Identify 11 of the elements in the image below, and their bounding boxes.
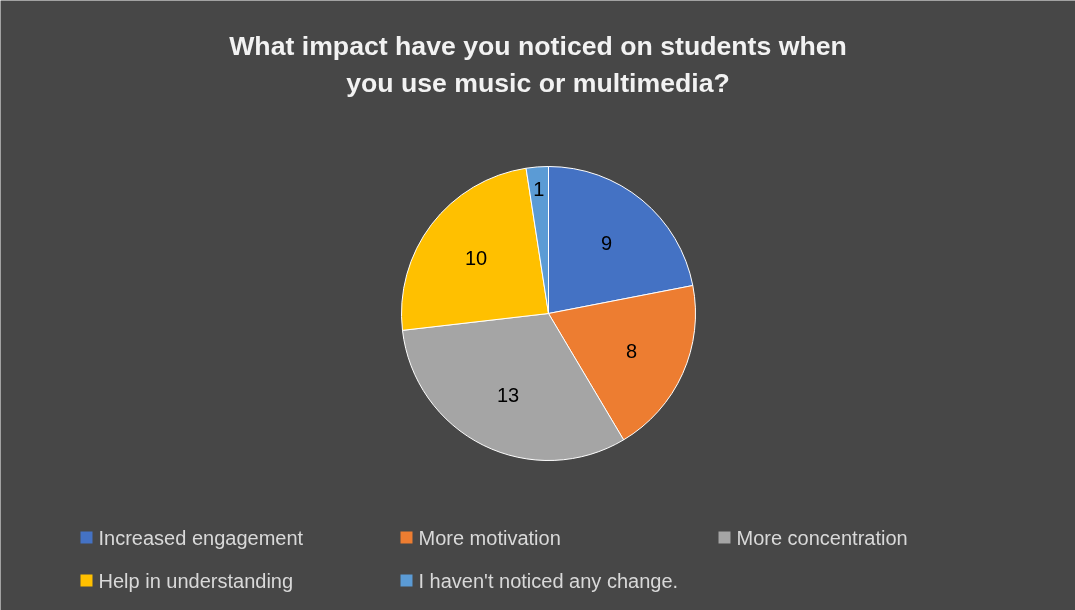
data-label: 9 — [600, 232, 613, 255]
data-label: 13 — [496, 384, 520, 407]
legend-label: More concentration — [736, 526, 908, 549]
legend-label: Increased engagement — [98, 526, 304, 549]
legend-label: I haven't noticed any change. — [418, 569, 679, 592]
chart-title: What impact have you noticed on students when you use music or multimedia? — [229, 30, 847, 98]
data-label: 10 — [464, 247, 488, 270]
legend-label: More motivation — [418, 526, 561, 549]
data-label: 8 — [626, 339, 638, 362]
legend-label: Help in understanding — [98, 569, 294, 592]
data-label: 1 — [533, 177, 545, 200]
